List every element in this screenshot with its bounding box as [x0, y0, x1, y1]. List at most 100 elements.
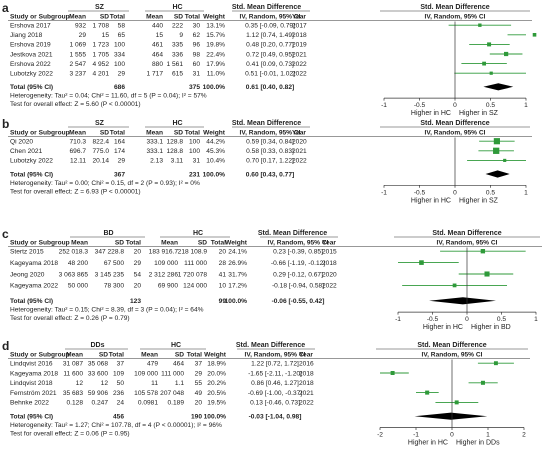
total-2: 28 — [219, 260, 227, 267]
plot-header: Std. Mean Difference — [420, 4, 489, 11]
year: 2018 — [299, 370, 314, 377]
x-tick-label: -1 — [381, 189, 387, 196]
total-2: 20 — [219, 249, 227, 256]
total-1: 37 — [117, 361, 125, 368]
study-name: Ershova 2017 — [10, 23, 51, 30]
weight: 44.2% — [206, 139, 225, 146]
column-header: IV, Random, 95% CI — [240, 130, 301, 137]
sd-2: 124 000 — [183, 283, 207, 290]
study-marker — [419, 260, 424, 265]
total-n1: 367 — [114, 171, 125, 178]
weight: 20.2% — [207, 380, 226, 387]
effect-ci: -0.66 [-1.19, -0.12] — [271, 260, 325, 267]
sd-2: 1 561 — [166, 61, 183, 68]
total-1: 65 — [118, 32, 126, 39]
mean-2: 0.0981 — [138, 400, 159, 407]
study-marker — [532, 32, 537, 37]
axis-left-label: Higher in HC — [408, 440, 448, 447]
column-header: Total — [110, 14, 125, 21]
study-name: Lindqvist 2016 — [10, 361, 53, 368]
mean-1: 12 — [76, 380, 84, 387]
total-n1: 456 — [113, 414, 124, 421]
year: 2018 — [292, 32, 307, 39]
sd-2: 1 720 078 — [178, 271, 208, 278]
effect-ci: -0.69 [-1.00, -0.37] — [248, 390, 302, 397]
group2-header: HC — [172, 4, 182, 11]
study-marker — [487, 42, 492, 47]
column-header: Year — [292, 130, 306, 137]
study-name: Ershova 2022 — [10, 61, 51, 68]
study-marker — [482, 61, 487, 66]
heterogeneity-text: Heterogeneity: Tau² = 0.15; Chi² = 8.39,… — [10, 307, 204, 314]
sd-2: 464 — [173, 361, 184, 368]
column-header: Year — [322, 240, 336, 247]
mean-1: 932 — [75, 23, 86, 30]
study-marker — [493, 138, 500, 145]
study-marker — [493, 147, 500, 154]
weight: 11.0% — [207, 71, 225, 78]
total-ci: -0.03 [-1.04, 0.98] — [249, 414, 302, 421]
axis-right-label: Higher in BD — [471, 324, 511, 331]
total-1: 29 — [118, 71, 126, 78]
year: 2015 — [322, 249, 337, 256]
column-header: Year — [292, 14, 306, 21]
panel-label: b — [2, 117, 9, 131]
total-1: 164 — [114, 139, 125, 146]
total-1: 50 — [117, 380, 125, 387]
weight: 13.1% — [206, 23, 225, 30]
total-n2: 190 — [191, 414, 202, 421]
total-diamond — [485, 170, 510, 178]
x-tick-label: 1 — [524, 189, 528, 196]
effect-ci: 0.41 [0.09, 0.73] — [246, 61, 294, 68]
total-diamond — [483, 83, 514, 91]
sd-2: 0.189 — [167, 400, 184, 407]
group2-header: HC — [171, 342, 181, 349]
total-1: 58 — [118, 23, 126, 30]
effect-ci: 0.35 [-0.09, 0.79] — [245, 23, 295, 30]
effect-ci: 1.12 [0.74, 1.49] — [246, 32, 294, 39]
study-marker — [390, 371, 395, 375]
plot-header: Std. Mean Difference — [417, 342, 486, 349]
weight: 17.9% — [206, 61, 225, 68]
column-header: SD — [198, 240, 207, 247]
plot-header: Std. Mean Difference — [420, 120, 489, 127]
total-2: 10 — [219, 283, 227, 290]
x-tick-label: 1 — [534, 316, 538, 323]
sd-2: 335 — [172, 42, 183, 49]
mean-2: 2 312 286 — [149, 271, 179, 278]
mean-1: 1 555 — [69, 51, 86, 58]
heterogeneity-text: Heterogeneity: Tau² = 0.00; Chi² = 0.15,… — [10, 180, 200, 187]
mean-2: 333.1 — [146, 148, 163, 155]
column-header: IV, Random, 95% CI — [245, 352, 306, 359]
mean-2: 69 900 — [158, 283, 179, 290]
sd-2: 207 048 — [160, 390, 184, 397]
sd-1: 1 705 — [92, 51, 109, 58]
sd-1: 35 068 — [88, 361, 109, 368]
study-name: Jestkova 2021 — [10, 51, 53, 58]
total-2: 31 — [193, 71, 201, 78]
column-header: Mean — [146, 14, 163, 21]
sd-1: 12 — [101, 380, 109, 387]
sd-1: 67 500 — [104, 260, 125, 267]
column-header: SD — [175, 352, 184, 359]
total-diamond — [429, 297, 496, 305]
mean-1: 50 000 — [68, 283, 89, 290]
study-name: Behnke 2022 — [10, 400, 49, 407]
group2-header: HC — [193, 230, 203, 237]
column-header: SD — [100, 130, 109, 137]
sd-1: 1 708 — [92, 23, 109, 30]
effect-ci: -0.18 [-0.94, 0.58] — [272, 283, 324, 290]
column-header: SD — [174, 14, 183, 21]
total-label: Total (95% CI) — [10, 84, 53, 91]
total-weight: 100.0% — [225, 298, 248, 305]
column-header: Total — [185, 14, 200, 21]
effect-ci: 0.72 [0.49, 0.95] — [246, 51, 294, 58]
x-tick-label: -2 — [377, 432, 383, 439]
mean-2: 183 916.7 — [149, 249, 179, 256]
weight: 20.5% — [207, 390, 226, 397]
x-tick-label: 0 — [450, 432, 454, 439]
effect-ci: 0.13 [-0.46, 0.73] — [250, 400, 300, 407]
column-header: Year — [299, 352, 313, 359]
weight: 10.4% — [206, 158, 225, 165]
total-ci: 0.61 [0.40, 0.82] — [246, 84, 294, 91]
